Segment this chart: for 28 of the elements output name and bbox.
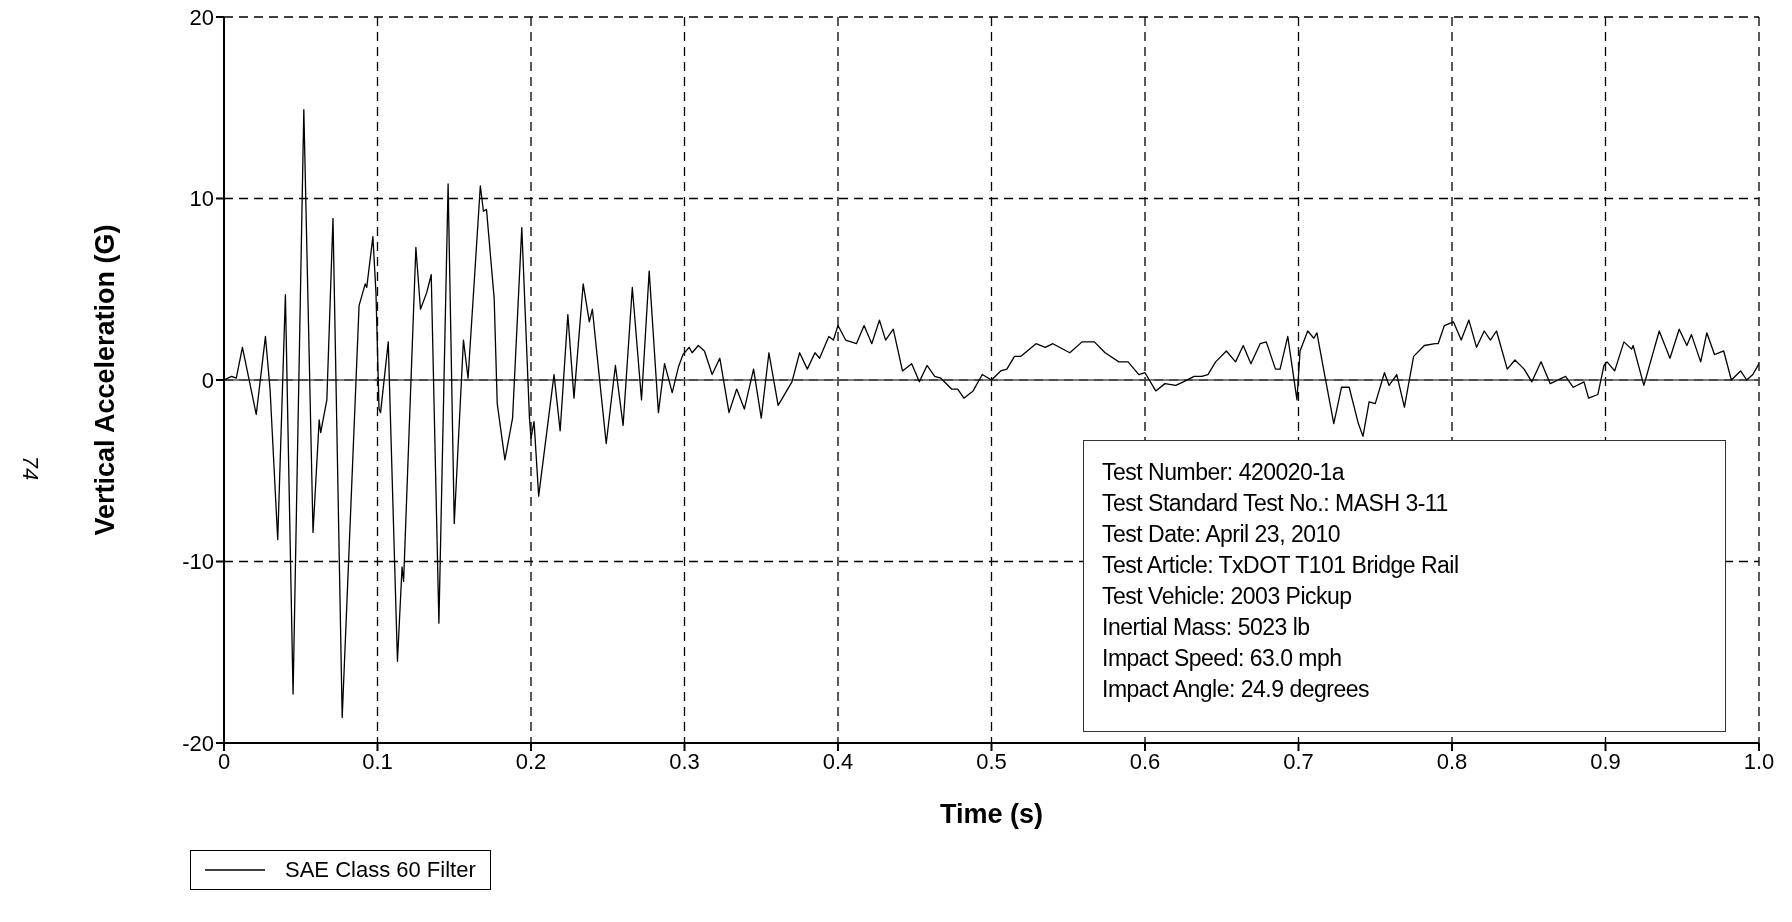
x-tick-label: 0.8: [1436, 748, 1468, 774]
x-tick-label: 0.7: [1283, 748, 1314, 774]
y-tick-label: 10: [189, 186, 214, 212]
x-tick-label: 0.2: [515, 748, 547, 774]
annotation: Test Standard Test No.: MASH 3-11: [1102, 489, 1449, 518]
y-tick-label: -10: [182, 549, 214, 575]
x-tick-label: 0: [217, 748, 231, 774]
x-tick-label: 0.9: [1590, 748, 1621, 774]
text: 74: [17, 455, 44, 481]
y-axis-title: Vertical Acceleration (G): [89, 224, 120, 536]
x-tick-label: 1.0: [1743, 748, 1775, 774]
annotation: Inertial Mass: 5023 lb: [1102, 613, 1311, 642]
x-tick-label: 0.6: [1129, 748, 1161, 774]
x-tick-label: 0.1: [362, 748, 393, 774]
annotation: Impact Angle: 24.9 degrees: [1102, 675, 1371, 704]
x-tick-label: 0.4: [822, 748, 854, 774]
annotation: Impact Speed: 63.0 mph: [1102, 644, 1343, 673]
legend-label: SAE Class 60 Filter: [285, 857, 476, 883]
y-tick-label: 20: [189, 4, 214, 30]
annotation: Test Date: April 23, 2010: [1102, 520, 1342, 549]
annotation: Test Number: 420020-1a: [1102, 458, 1346, 487]
x-axis-title: Time (s): [939, 799, 1044, 829]
x-tick-label: 0.3: [669, 748, 700, 774]
annotation: Test Article: TxDOT T101 Bridge Rail: [1102, 551, 1460, 580]
y-tick-label: 0: [201, 367, 214, 393]
annotation: Test Vehicle: 2003 Pickup: [1102, 582, 1353, 611]
y-tick-label: -20: [182, 730, 214, 756]
x-tick-label: 0.5: [976, 748, 1007, 774]
